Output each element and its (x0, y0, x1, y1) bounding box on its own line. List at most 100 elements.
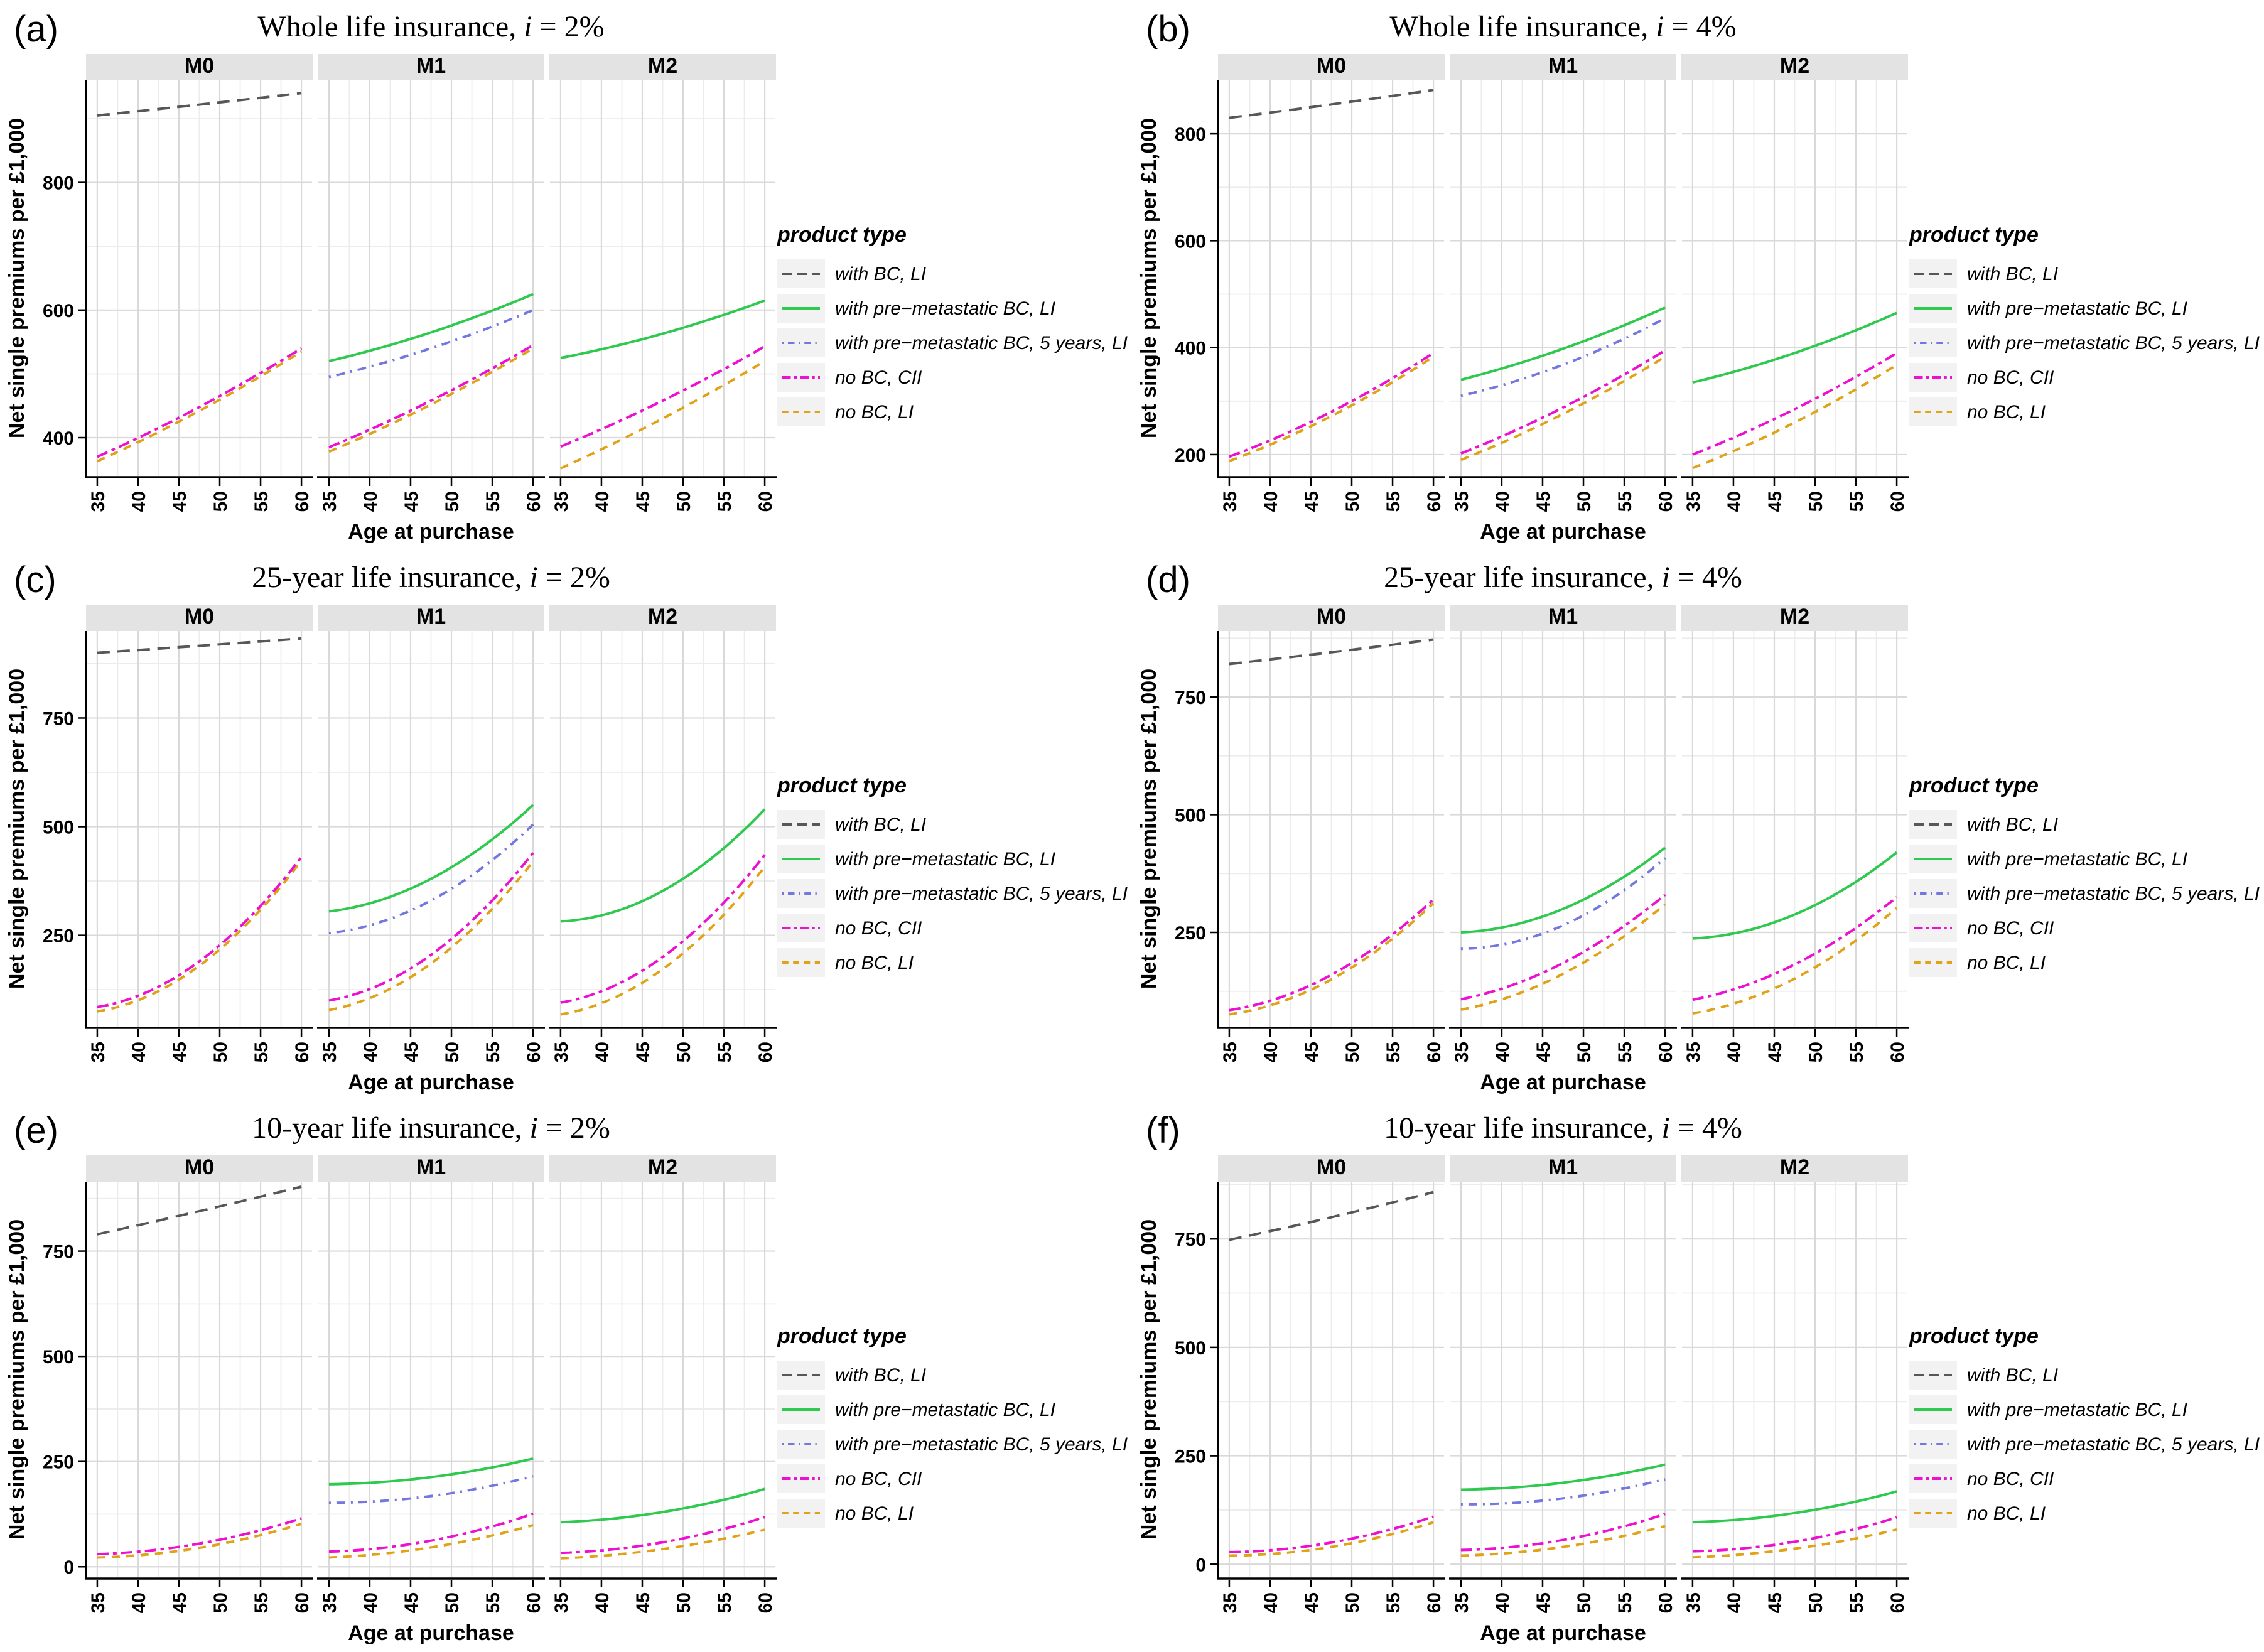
series-line-preMet5-M1 (328, 823, 534, 935)
x-tick-label: 60 (755, 1042, 776, 1062)
y-tick-label: 250 (1175, 923, 1206, 944)
series-line-preMet-M2 (560, 808, 766, 923)
x-tick-label: 50 (1342, 1592, 1363, 1613)
x-tick-label: 50 (210, 491, 231, 512)
x-tick-label: 35 (551, 491, 572, 512)
legend-label-withBC: with BC, LI (1967, 1365, 2058, 1386)
facet-strip-label: M2 (1780, 1155, 1809, 1179)
x-tick-label: 60 (1887, 491, 1908, 512)
facet-strip-M1 (318, 1155, 544, 1182)
x-tick-label: 50 (674, 1042, 694, 1062)
panel-a: (a) Whole life insurance, i = 2% Net singl… (0, 0, 1132, 551)
x-tick-label: 60 (292, 1042, 313, 1062)
x-tick-label: 55 (483, 491, 504, 512)
x-tick-label: 55 (714, 1592, 735, 1613)
legend-label-preMet: with pre−metastatic BC, LI (835, 298, 1055, 319)
x-tick-label: 50 (1806, 1042, 1826, 1062)
legend-title: product type (777, 1324, 907, 1348)
panel-c: (c) 25-year life insurance, i = 2% Net sin… (0, 551, 1132, 1101)
legend-title: product type (777, 774, 907, 797)
y-axis-label: Net single premiums per £1,000 (1137, 669, 1161, 989)
x-tick-label: 60 (292, 491, 313, 512)
series-line-withBC-M0 (1229, 1190, 1434, 1241)
x-tick-label: 35 (1220, 1042, 1241, 1062)
x-tick-label: 35 (88, 1592, 109, 1613)
facet-strip-M1 (1450, 54, 1676, 80)
facet-strip-label: M1 (1548, 54, 1578, 78)
legend-key-bg (1909, 879, 1957, 908)
y-tick-label: 800 (43, 173, 74, 194)
series-line-withBC-M0 (1229, 89, 1434, 119)
legend-label-withBC: with BC, LI (835, 1365, 926, 1386)
facet-strip-M2 (549, 54, 776, 80)
facet-strip-M0 (1218, 54, 1445, 80)
x-tick-label: 60 (1656, 1592, 1676, 1613)
series-line-withBC-M0 (1229, 638, 1434, 666)
x-tick-label: 60 (524, 1042, 544, 1062)
series-line-noBC_LI-M2 (560, 1528, 765, 1560)
series-line-noBC_LI-M2 (560, 865, 766, 1016)
x-tick-label: 55 (251, 491, 272, 512)
x-tick-label: 50 (1342, 1042, 1363, 1062)
series-line-noBC_CII-M1 (328, 1512, 534, 1553)
legend-label-preMet5: with pre−metastatic BC, 5 years, LI (1967, 333, 2260, 354)
facet-strip-M1 (1450, 1155, 1676, 1182)
y-axis-label: Net single premiums per £1,000 (5, 669, 29, 989)
series-line-preMet-M1 (328, 1457, 534, 1486)
series-line-noBC_LI-M1 (328, 347, 534, 453)
x-tick-label: 55 (251, 1042, 272, 1062)
facet-strip-M0 (86, 605, 313, 631)
x-tick-label: 45 (1765, 491, 1786, 512)
facet-strip-label: M0 (1317, 1155, 1346, 1179)
panel-b-chart: (b) Whole life insurance, i = 4% Net singl… (1137, 9, 2260, 544)
x-tick-label: 45 (401, 491, 422, 512)
legend-title: product type (1909, 1324, 2039, 1348)
x-tick-label: 45 (1302, 1042, 1322, 1062)
y-axis-label: Net single premiums per £1,000 (5, 118, 29, 438)
x-tick-label: 55 (1846, 1042, 1867, 1062)
x-tick-label: 60 (755, 491, 776, 512)
series-line-noBC_CII-M2 (1692, 896, 1898, 1001)
series-line-preMet-M2 (1692, 311, 1897, 384)
x-tick-label: 45 (170, 491, 190, 512)
panel-e-chart: (e) 10-year life insurance, i = 2% Net sin… (5, 1110, 1128, 1645)
x-axis-title: Age at purchase (1480, 1071, 1646, 1094)
y-axis-label: Net single premiums per £1,000 (1137, 118, 1161, 438)
facet-strip-M1 (1450, 605, 1676, 631)
series-line-noBC_CII-M2 (560, 345, 766, 448)
legend-title: product type (1909, 774, 2039, 797)
x-tick-label: 55 (1846, 1592, 1867, 1613)
x-tick-label: 60 (292, 1592, 313, 1613)
series-line-preMet-M2 (560, 299, 765, 359)
x-tick-label: 55 (714, 491, 735, 512)
x-tick-label: 40 (129, 1042, 149, 1062)
facet-strip-label: M1 (416, 605, 446, 629)
facet-strip-label: M0 (1317, 605, 1346, 629)
y-tick-label: 750 (43, 1242, 74, 1263)
legend-label-noBC_LI: no BC, LI (1967, 402, 2046, 423)
legend-label-noBC_LI: no BC, LI (1967, 1503, 2046, 1524)
series-line-noBC_LI-M0 (1229, 1521, 1434, 1557)
series-line-noBC_LI-M0 (97, 860, 303, 1013)
x-tick-label: 40 (1724, 1042, 1745, 1062)
series-line-noBC_LI-M1 (328, 1523, 534, 1559)
y-tick-label: 500 (43, 818, 74, 838)
series-line-noBC_CII-M2 (1692, 1516, 1897, 1553)
series-line-preMet5-M1 (1460, 317, 1666, 397)
legend-label-noBC_CII: no BC, CII (1967, 367, 2054, 388)
series-line-preMet-M1 (1460, 1463, 1666, 1491)
legend-key-bg (1909, 1430, 1957, 1459)
x-axis-title: Age at purchase (1480, 1621, 1646, 1645)
y-tick-label: 800 (1175, 124, 1206, 145)
series-line-preMet-M1 (1460, 846, 1666, 934)
legend-label-withBC: with BC, LI (1967, 814, 2058, 835)
facet-strip-label: M2 (1780, 605, 1809, 629)
series-line-noBC_LI-M0 (97, 1522, 302, 1559)
series-line-preMet5-M1 (328, 308, 534, 379)
y-tick-label: 250 (43, 1452, 74, 1473)
legend-label-preMet: with pre−metastatic BC, LI (1967, 1400, 2187, 1420)
x-tick-label: 45 (633, 1042, 654, 1062)
facet-strip-label: M1 (416, 1155, 446, 1179)
x-tick-label: 45 (1765, 1042, 1786, 1062)
series-line-noBC_CII-M1 (1460, 349, 1666, 455)
